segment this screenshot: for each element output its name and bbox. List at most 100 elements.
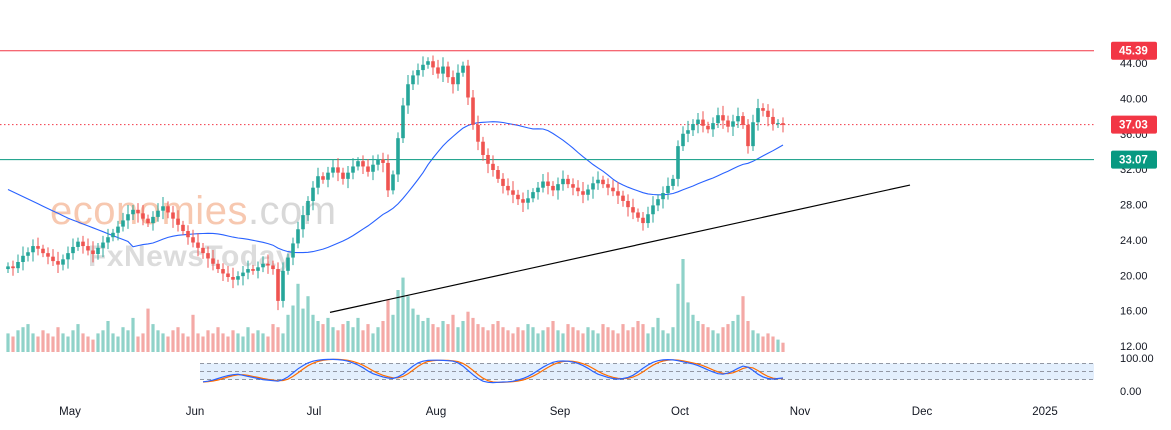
- volume-bar: [641, 324, 645, 352]
- candle-body: [511, 190, 515, 195]
- volume-bar: [211, 333, 215, 352]
- candle-body: [526, 198, 530, 203]
- candle-body: [201, 247, 205, 254]
- volume-bar: [491, 324, 495, 352]
- volume-bar: [26, 324, 30, 352]
- volume-bar: [261, 333, 265, 352]
- candle-body: [641, 217, 645, 224]
- candle-body: [26, 252, 30, 256]
- candle-body: [211, 258, 215, 264]
- volume-bar: [81, 333, 85, 352]
- volume-bar: [676, 283, 680, 352]
- candle-body: [546, 181, 550, 186]
- volume-bar: [661, 330, 665, 352]
- candle-body: [351, 166, 355, 173]
- volume-bar: [61, 333, 65, 352]
- volume-bar: [751, 330, 755, 352]
- candle-body: [206, 253, 210, 259]
- volume-bar: [756, 333, 760, 352]
- volume-bar: [711, 330, 715, 352]
- candle-body: [431, 61, 435, 68]
- volume-bar: [471, 317, 475, 352]
- candle-body: [591, 183, 595, 190]
- price-tick-label: 24.00: [1120, 235, 1148, 247]
- candle-body: [191, 237, 195, 243]
- candle-body: [411, 75, 415, 85]
- candle-body: [61, 259, 65, 265]
- candle-body: [621, 195, 625, 201]
- volume-bar: [161, 333, 165, 352]
- volume-bar: [141, 333, 145, 352]
- candle-body: [471, 97, 475, 125]
- candle-body: [456, 72, 460, 85]
- volume-bar: [671, 327, 675, 352]
- volume-bar: [286, 314, 290, 352]
- candle-body: [271, 265, 275, 270]
- volume-bar: [536, 333, 540, 352]
- volume-bar: [76, 324, 80, 352]
- time-axis[interactable]: May Jun Jul Aug Sep Oct Nov Dec 2025: [59, 406, 1058, 418]
- price-tick-label: 44.00: [1120, 58, 1148, 70]
- candles: [6, 55, 785, 311]
- candle-body: [626, 200, 630, 208]
- volume-bar: [526, 324, 530, 352]
- volume-bar: [221, 333, 225, 352]
- volume-bar: [606, 327, 610, 352]
- candle-body: [781, 123, 785, 125]
- volume-bar: [731, 321, 735, 352]
- volume-bar: [241, 336, 245, 352]
- volume-bar: [451, 314, 455, 352]
- volume-bar: [206, 330, 210, 352]
- candle-body: [661, 193, 665, 200]
- candle-body: [391, 174, 395, 191]
- candle-body: [286, 257, 290, 271]
- candle-body: [716, 115, 720, 124]
- volume-bar: [311, 314, 315, 352]
- candle-body: [231, 277, 235, 280]
- volume-bar: [196, 333, 200, 352]
- candle-body: [376, 159, 380, 165]
- candle-body: [726, 120, 730, 127]
- volume-bar: [781, 342, 785, 352]
- volume-bar: [246, 327, 250, 352]
- candle-body: [131, 209, 135, 215]
- candle-body: [646, 214, 650, 224]
- volume-bar: [371, 333, 375, 352]
- volume-bar: [521, 330, 525, 352]
- time-axis-label: Oct: [671, 406, 690, 418]
- candle-body: [96, 247, 100, 255]
- volume-bars: [6, 259, 785, 352]
- candle-body: [296, 229, 300, 244]
- volume-bar: [666, 333, 670, 352]
- volume-bar: [136, 336, 140, 352]
- volume-bar: [746, 321, 750, 352]
- volume-bar: [326, 317, 330, 352]
- volume-bar: [431, 324, 435, 352]
- volume-bar: [561, 333, 565, 352]
- volume-bar: [41, 330, 45, 352]
- volume-bar: [351, 327, 355, 352]
- candle-body: [496, 170, 500, 179]
- candle-body: [291, 243, 295, 258]
- volume-bar: [91, 339, 95, 352]
- volume-bar: [721, 327, 725, 352]
- candle-body: [696, 119, 700, 125]
- volume-bar: [321, 324, 325, 352]
- volume-bar: [191, 314, 195, 352]
- volume-bar: [386, 299, 390, 352]
- candle-body: [331, 167, 335, 173]
- volume-bar: [31, 333, 35, 352]
- stoch-tick-label: 0.00: [1120, 386, 1141, 398]
- candle-body: [676, 146, 680, 179]
- candle-body: [656, 199, 660, 206]
- time-axis-label: Sep: [550, 406, 570, 418]
- volume-bar: [651, 327, 655, 352]
- candle-body: [446, 66, 450, 78]
- trendline: [329, 184, 911, 313]
- volume-bar: [436, 327, 440, 352]
- price-axis[interactable]: 44.0040.0036.0032.0028.0024.0020.0016.00…: [1120, 58, 1154, 398]
- candle-body: [106, 237, 110, 243]
- volume-bar: [201, 336, 205, 352]
- stochastic-pane: [200, 358, 1110, 384]
